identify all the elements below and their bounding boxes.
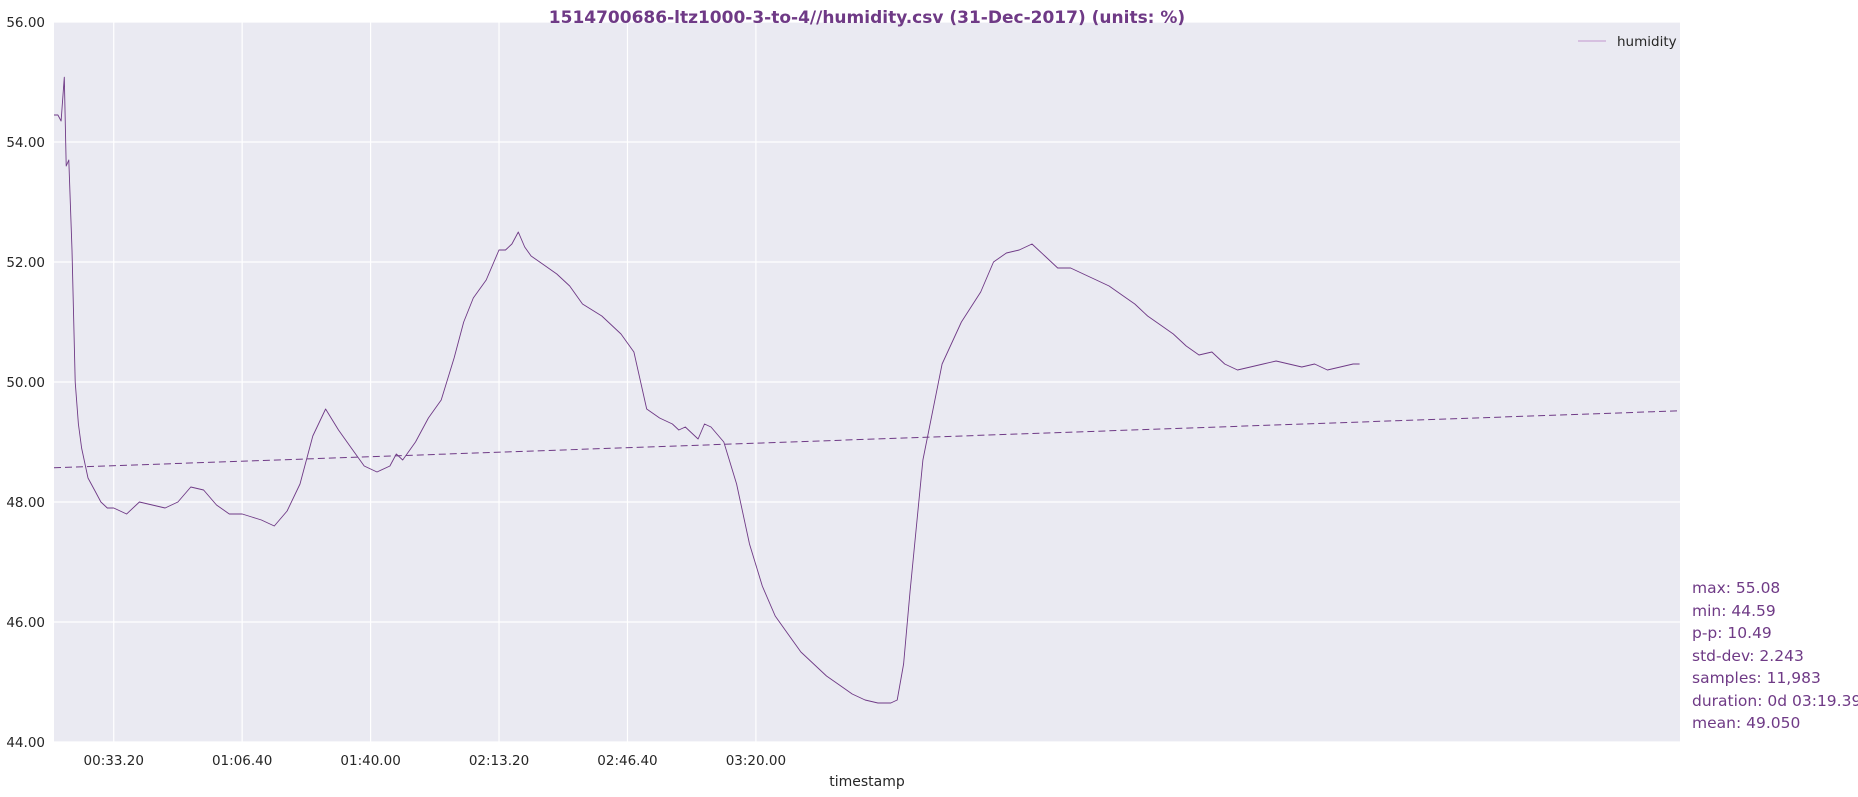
grid-horizontal [54,21,1680,743]
y-axis: 44.00 46.00 48.00 50.00 52.00 54.00 56.00 [6,15,45,751]
grid-vertical [113,22,757,742]
x-tick-label: 00:33.20 [84,753,144,769]
y-tick-label: 56.00 [6,15,45,31]
y-tick-label: 44.00 [6,735,45,751]
stats-panel: max: 55.08 min: 44.59 p-p: 10.49 std-dev… [1692,577,1858,735]
stat-mean: mean: 49.050 [1692,714,1801,732]
y-tick-label: 48.00 [6,495,45,511]
x-axis-label: timestamp [829,774,905,790]
x-tick-label: 02:46.40 [597,753,657,769]
x-tick-label: 03:20.00 [726,753,786,769]
series-layer [53,76,1681,704]
y-tick-label: 50.00 [6,375,45,391]
x-tick-label: 02:13.20 [469,753,529,769]
stat-std-dev: std-dev: 2.243 [1692,646,1804,665]
legend: humidity [1578,34,1677,50]
legend-label-humidity: humidity [1617,34,1677,50]
stat-min: min: 44.59 [1692,601,1776,620]
y-tick-label: 46.00 [6,615,45,631]
stat-peak-to-peak: p-p: 10.49 [1692,624,1772,642]
stat-max: max: 55.08 [1692,579,1781,597]
series-line-trend [53,410,1681,469]
stat-samples: samples: 11,983 [1692,669,1821,687]
x-axis: 00:33.20 01:06.40 01:40.00 02:13.20 02:46.40… [84,753,787,769]
x-tick-label: 01:06.40 [212,753,272,769]
stat-duration: duration: 0d 03:19.39 [1692,691,1858,710]
series-line-humidity [54,76,1360,704]
x-tick-label: 01:40.00 [340,753,400,769]
chart-title: 1514700686-ltz1000-3-to-4//humidity.csv … [549,8,1185,28]
y-tick-label: 54.00 [6,135,45,151]
y-tick-label: 52.00 [6,255,45,271]
